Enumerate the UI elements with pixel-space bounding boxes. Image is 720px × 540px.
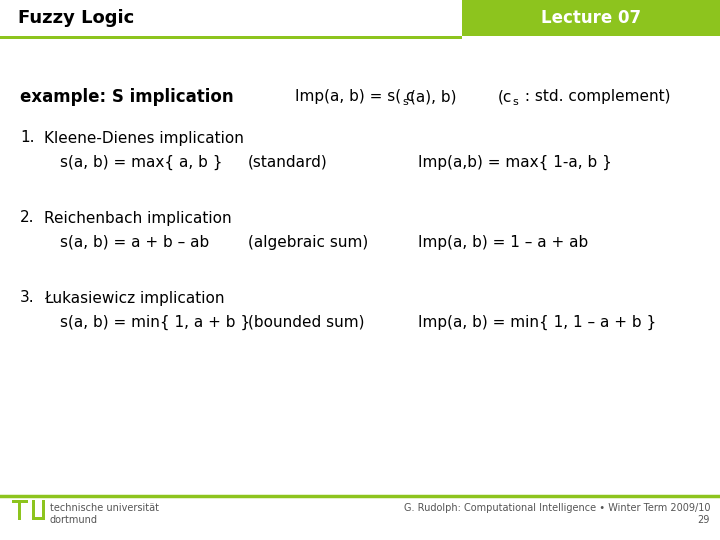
- Bar: [462, 0, 720, 36]
- Bar: [0, 0, 720, 36]
- Text: Imp(a, b) = min{ 1, 1 – a + b }: Imp(a, b) = min{ 1, 1 – a + b }: [418, 314, 656, 329]
- Text: 29: 29: [698, 515, 710, 525]
- Text: (a), b): (a), b): [410, 90, 456, 105]
- Text: example: S implication: example: S implication: [20, 88, 233, 106]
- Text: Kleene-Dienes implication: Kleene-Dienes implication: [44, 131, 244, 145]
- Bar: [0, 36, 462, 39]
- Text: s(a, b) = min{ 1, a + b }: s(a, b) = min{ 1, a + b }: [60, 314, 250, 329]
- Text: G. Rudolph: Computational Intelligence • Winter Term 2009/10: G. Rudolph: Computational Intelligence •…: [403, 503, 710, 513]
- Text: 1.: 1.: [20, 131, 35, 145]
- Text: s: s: [512, 97, 518, 107]
- Text: 2.: 2.: [20, 211, 35, 226]
- Text: : std. complement): : std. complement): [520, 90, 670, 105]
- Text: 3.: 3.: [20, 291, 35, 306]
- Text: (algebraic sum): (algebraic sum): [248, 234, 368, 249]
- Bar: [32, 517, 45, 520]
- Text: Imp(a, b) = 1 – a + ab: Imp(a, b) = 1 – a + ab: [418, 234, 588, 249]
- Bar: [12, 500, 28, 503]
- Text: Imp(a, b) = s( c: Imp(a, b) = s( c: [295, 90, 415, 105]
- Bar: [32, 500, 35, 520]
- Bar: [18, 500, 21, 520]
- Text: s(a, b) = a + b – ab: s(a, b) = a + b – ab: [60, 234, 210, 249]
- Text: s: s: [402, 97, 408, 107]
- Bar: [42, 500, 45, 520]
- Text: (standard): (standard): [248, 154, 328, 170]
- Text: Imp(a,b) = max{ 1-a, b }: Imp(a,b) = max{ 1-a, b }: [418, 154, 612, 170]
- Text: Reichenbach implication: Reichenbach implication: [44, 211, 232, 226]
- Text: Łukasiewicz implication: Łukasiewicz implication: [44, 291, 225, 306]
- Text: Fuzzy Logic: Fuzzy Logic: [18, 9, 134, 27]
- Text: (c: (c: [498, 90, 513, 105]
- Text: technische universität: technische universität: [50, 503, 159, 513]
- Text: s(a, b) = max{ a, b }: s(a, b) = max{ a, b }: [60, 154, 222, 170]
- Text: (bounded sum): (bounded sum): [248, 314, 364, 329]
- Text: dortmund: dortmund: [50, 515, 98, 525]
- Text: Lecture 07: Lecture 07: [541, 9, 641, 27]
